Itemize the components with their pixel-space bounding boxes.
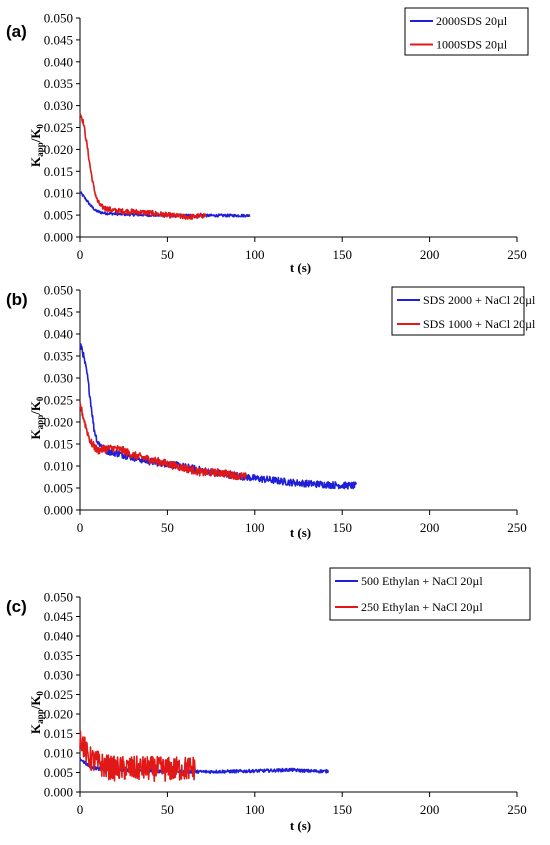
y-tick-label: 0.050 [44,11,73,26]
y-axis-label: Kapp/K0 [28,396,45,439]
y-tick-label: 0.020 [44,415,73,430]
y-tick-label: 0.015 [44,164,73,179]
legend-box [391,286,525,336]
y-tick-label: 0.030 [44,668,73,683]
y-tick-label: 0.010 [44,186,73,201]
panel-label: (a) [6,22,27,41]
x-tick-label: 50 [161,802,174,817]
y-tick-label: 0.045 [44,32,73,47]
x-axis-label: t (s) [290,260,311,275]
chart-panel-b: 0.000 0.005 0.010 0.015 0.020 0.025 0.030 0.035… [6,283,536,541]
y-tick-label: 0.025 [44,687,73,702]
panel-label: (b) [6,290,28,309]
y-tick-label: 0.035 [44,648,73,663]
y-tick-label: 0.015 [44,437,73,452]
legend-label: 500 Ethylan + NaCl 20µl [361,574,483,588]
x-tick-label: 50 [161,520,174,535]
y-tick-label: 0.035 [44,76,73,91]
legend-label: SDS 1000 + NaCl 20µl [423,317,536,331]
y-tick-label: 0.025 [44,393,73,408]
y-tick-label: 0.040 [44,54,73,69]
chart-panel-c: 0.000 0.005 0.010 0.015 0.020 0.025 0.030 0.035… [6,567,531,833]
series-line-1 [79,343,357,490]
y-tick-label: 0.030 [44,371,73,386]
series-line-2 [79,730,197,782]
y-tick-label: 0.010 [44,746,73,761]
y-tick-label: 0.020 [44,142,73,157]
y-tick-label: 0.025 [44,120,73,135]
panel-label: (c) [6,597,27,616]
legend-box [329,567,531,621]
x-axis-label: t (s) [290,818,311,833]
legend-label: 250 Ethylan + NaCl 20µl [361,600,483,614]
y-tick-label: 0.015 [44,726,73,741]
x-tick-label: 250 [507,247,527,262]
x-tick-label: 150 [332,247,352,262]
x-tick-label: 100 [245,247,265,262]
y-tick-label: 0.000 [44,503,73,518]
x-tick-label: 150 [332,802,352,817]
y-tick-label: 0.005 [44,481,73,496]
y-axis-label: Kapp/K0 [28,124,45,167]
y-tick-label: 0.035 [44,349,73,364]
x-tick-label: 0 [77,247,84,262]
y-tick-label: 0.010 [44,459,73,474]
y-axis-label: Kapp/K0 [28,691,45,734]
chart-panel-a: 0.000 0.005 0.010 0.015 0.020 0.025 0.030 0.035… [6,7,529,275]
x-tick-label: 0 [77,802,84,817]
series-line-2 [79,113,207,220]
y-tick-label: 0.005 [44,765,73,780]
x-tick-label: 200 [420,247,440,262]
x-axis-label: t (s) [290,525,311,540]
legend: 500 Ethylan + NaCl 20µl 250 Ethylan + NaC… [329,567,531,621]
x-tick-label: 50 [161,247,174,262]
x-tick-label: 200 [420,520,440,535]
legend-label: SDS 2000 + NaCl 20µl [423,293,536,307]
y-tick-label: 0.000 [44,230,73,245]
y-tick-label: 0.005 [44,208,73,223]
x-tick-label: 250 [507,520,527,535]
legend-box [404,7,529,56]
x-tick-label: 100 [245,520,265,535]
legend-label: 1000SDS 20µl [436,38,508,52]
legend: 2000SDS 20µl 1000SDS 20µl [404,7,529,56]
legend-label: 2000SDS 20µl [436,14,508,28]
series-line-2 [79,402,247,481]
y-tick-label: 0.050 [44,590,73,605]
x-tick-label: 0 [77,520,84,535]
x-tick-label: 200 [420,802,440,817]
legend: SDS 2000 + NaCl 20µl SDS 1000 + NaCl 20µl [391,286,536,336]
y-tick-label: 0.040 [44,327,73,342]
y-tick-label: 0.045 [44,305,73,320]
y-tick-label: 0.040 [44,629,73,644]
y-tick-label: 0.050 [44,283,73,298]
x-tick-label: 250 [507,802,527,817]
x-tick-label: 100 [245,802,265,817]
y-tick-label: 0.000 [44,785,73,800]
x-tick-label: 150 [332,520,352,535]
y-tick-label: 0.030 [44,98,73,113]
y-tick-label: 0.045 [44,609,73,624]
y-tick-label: 0.020 [44,707,73,722]
